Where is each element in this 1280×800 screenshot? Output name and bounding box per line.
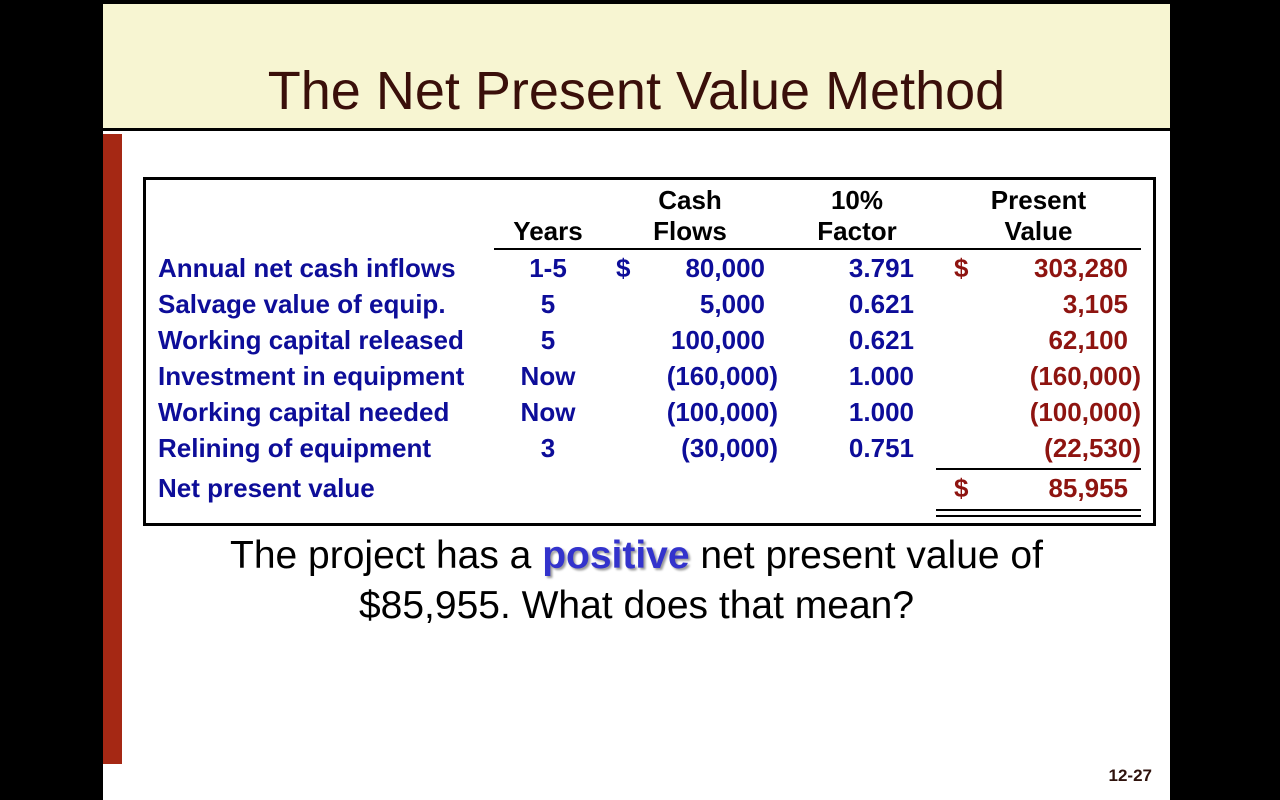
row-cash-flow: 100,000 — [671, 325, 765, 355]
dollar-sign: $ — [616, 253, 631, 283]
row-present-value: (22,530) — [1044, 433, 1141, 463]
message-line-1: The project has a positive net present v… — [230, 534, 1043, 577]
row-factor: 0.621 — [848, 289, 914, 319]
row-label: Annual net cash inflows — [158, 253, 456, 283]
dollar-sign: $ — [954, 253, 969, 283]
row-factor: 1.000 — [848, 397, 914, 427]
row-label: Relining of equipment — [158, 433, 431, 463]
row-cash-flow: (100,000) — [666, 397, 778, 427]
dollar-sign: $ — [954, 473, 969, 503]
row-factor: 0.751 — [848, 433, 914, 463]
row-years: Now — [520, 361, 576, 391]
row-cash-flow: (160,000) — [666, 361, 778, 391]
row-cash-flow: 5,000 — [699, 289, 765, 319]
total-row-label: Net present value — [158, 473, 375, 503]
presentation-slide: The Net Present Value Method Years Cash … — [103, 0, 1170, 800]
row-cash-flow: $80,000 — [602, 250, 778, 286]
row-factor: 1.000 — [848, 361, 914, 391]
total-row-factor — [778, 470, 936, 506]
npv-table: Years Cash Flows 10% Factor Present Valu… — [143, 177, 1156, 526]
double-underline-total — [936, 509, 1141, 517]
rule-above-total — [936, 468, 1141, 470]
positive-highlight: positive — [542, 534, 690, 577]
total-row-cash — [602, 470, 778, 506]
title-band: The Net Present Value Method — [103, 4, 1170, 131]
row-years: 1-5 — [529, 253, 567, 283]
red-accent-bar — [103, 134, 122, 764]
row-present-value: (160,000) — [1029, 361, 1141, 391]
row-present-value: 3,105 — [1062, 289, 1128, 319]
total-row-years — [494, 470, 602, 506]
row-years: Now — [520, 397, 576, 427]
slide-title: The Net Present Value Method — [267, 61, 1006, 121]
row-years: 5 — [540, 289, 556, 319]
row-present-value: (100,000) — [1029, 397, 1141, 427]
header-cash-flows: Cash Flows — [602, 184, 778, 250]
total-present-value: $85,955 — [936, 470, 1141, 506]
row-label: Working capital released — [158, 325, 464, 355]
header-factor: 10% Factor — [778, 184, 936, 250]
page-number: 12-27 — [1108, 766, 1152, 785]
row-label: Working capital needed — [158, 397, 450, 427]
row-factor: 3.791 — [848, 253, 914, 283]
message-line-2: $85,955. What does that mean? — [358, 584, 915, 627]
row-present-value: 62,100 — [1048, 325, 1128, 355]
row-factor: 0.621 — [848, 325, 914, 355]
row-cash-flow: (30,000) — [681, 433, 778, 463]
row-label: Investment in equipment — [158, 361, 465, 391]
row-present-value: $303,280 — [936, 250, 1141, 286]
npv-message: The project has a positive net present v… — [123, 531, 1150, 631]
header-present-value: Present Value — [936, 184, 1141, 250]
top-edge-divider — [103, 0, 1170, 4]
row-years: 3 — [540, 433, 556, 463]
row-years: 5 — [540, 325, 556, 355]
row-label: Salvage value of equip. — [158, 289, 446, 319]
header-label — [154, 184, 494, 250]
header-years: Years — [494, 184, 602, 250]
